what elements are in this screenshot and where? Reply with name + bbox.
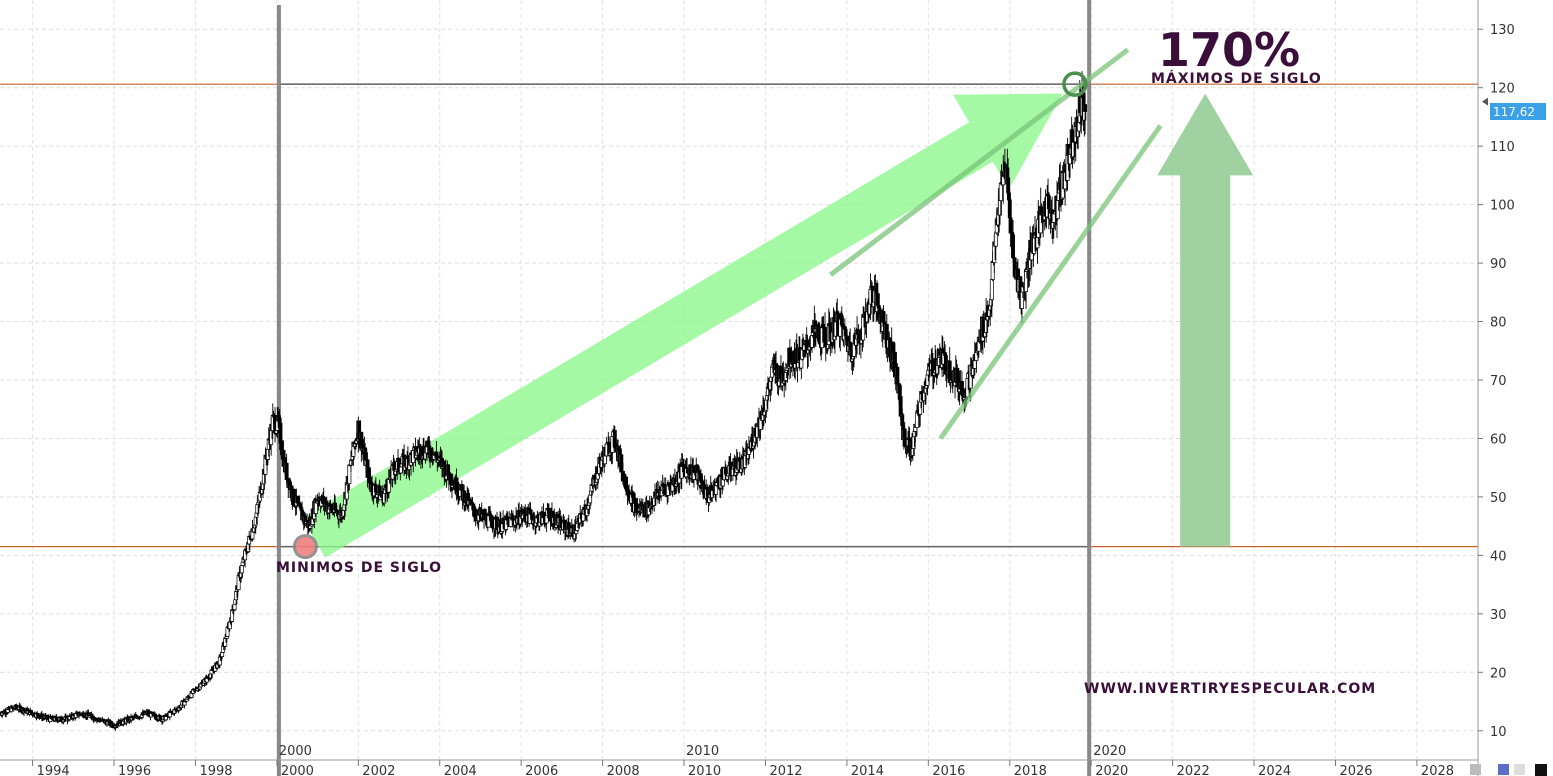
y-tick-label: 120 [1490,82,1515,97]
price-tag-bg [1490,103,1546,120]
x-tick-label: 2002 [362,764,395,776]
candle-body [989,279,994,301]
x-tick-label: 2020 [1095,764,1128,776]
candle-body [232,603,237,611]
up-arrow [1157,93,1254,547]
y-tick-label: 40 [1490,549,1507,564]
axes: 10 20 30 40 50 60 70 80 90 100 110 120 130 1994 1996 19… [0,0,1515,776]
y-tick-label: 50 [1490,491,1507,506]
candle-body [347,464,352,485]
x-tick-label: 2006 [525,764,558,776]
candle-body [998,182,1003,201]
y-tick-label: 130 [1490,23,1515,38]
x-tick-label: 2024 [1258,764,1291,776]
price-tag-value: 117,62 [1493,105,1535,119]
x-tick-label: 1994 [37,764,70,776]
x-tick-label: 2014 [851,764,884,776]
x-tick-label: 2008 [607,764,640,776]
pct-label: 170% [1158,23,1300,77]
max-label: MÁXIMOS DE SIGLO [1151,70,1322,87]
x-tick-label: 2000 [281,764,314,776]
y-tick-label: 70 [1490,374,1507,389]
x-major-label: 2000 [279,744,312,759]
x-tick-label: 2004 [444,764,477,776]
x-tick-label: 2028 [1421,764,1454,776]
x-tick-label: 1996 [118,764,151,776]
y-tick-label: 10 [1490,725,1507,740]
candle-body [239,565,244,574]
overlays-front [292,47,1488,560]
x-tick-label: 2016 [932,764,965,776]
y-tick-label: 20 [1490,666,1507,681]
candle-body [284,462,289,481]
x-tick-label: 1998 [199,764,232,776]
candle-body [220,652,225,657]
min-circle [292,534,318,560]
x-tick-label: 2010 [688,764,721,776]
y-tick-label: 90 [1490,257,1507,272]
candle-body [993,232,998,247]
black-square-icon[interactable] [1535,764,1547,776]
bottom-toolbar [1470,764,1547,776]
diagonal-arrow-shape [301,93,1063,558]
min-label: MINIMOS DE SIGLO [276,560,442,576]
url-label: WWW.INVERTIRYESPECULAR.COM [1084,681,1376,697]
trendline-lower [938,124,1163,440]
candles [0,71,1088,731]
x-tick-label: 2022 [1177,764,1210,776]
diagonal-arrow [301,93,1063,558]
x-major-label: 2010 [686,744,719,759]
price-tag: 117,62 [1490,103,1546,120]
x-tick-label: 2012 [769,764,802,776]
up-arrow-shape [1157,93,1254,547]
max-circle [1062,71,1088,97]
y-tick-label: 100 [1490,199,1515,214]
pin-icon[interactable] [1514,764,1525,775]
x-tick-label: 2026 [1339,764,1372,776]
candle-body [1083,104,1088,112]
y-tick-label: 60 [1490,432,1507,447]
y-tick-label: 110 [1490,140,1515,155]
save-icon[interactable] [1498,764,1509,775]
x-tick-label: 2018 [1014,764,1047,776]
last-price-marker [1482,97,1488,106]
y-tick-label: 80 [1490,316,1507,331]
x-major-label: 2020 [1093,744,1126,759]
trendline-upper [829,47,1130,277]
overlays-back [0,0,1478,776]
y-tick-label: 30 [1490,608,1507,623]
toolbar-dot-icon[interactable] [1470,764,1481,775]
